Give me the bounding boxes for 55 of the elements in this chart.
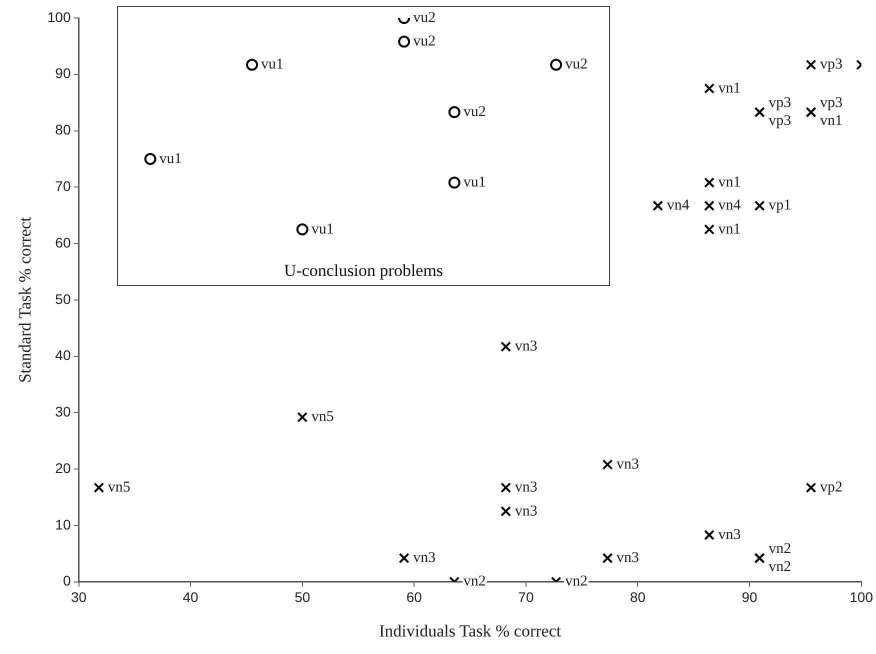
x-tick-label: 80 (630, 589, 646, 606)
annotation: vn3 (718, 526, 741, 543)
x-tick-label: 90 (742, 589, 758, 606)
y-tick-label: 70 (55, 178, 71, 194)
annotation: vu2 (413, 34, 436, 50)
annotation: vu1 (159, 150, 182, 167)
y-tick-label: 60 (55, 234, 71, 250)
annotation: vn3 (413, 550, 436, 566)
annotation: vn4 (666, 198, 690, 214)
y-tick-label: 100 (47, 8, 71, 25)
annotation: vp3 (820, 56, 843, 73)
x-tick-label: 70 (518, 589, 534, 606)
annotation: U-conclusion problems (282, 261, 444, 281)
annotation: vn5 (311, 409, 334, 426)
x-tick-label: 100 (850, 589, 874, 606)
y-tick-label: 50 (55, 290, 71, 307)
annotation: vp3 (820, 95, 843, 112)
annotation: vp3 (768, 113, 792, 130)
y-tick-label: 0 (62, 572, 71, 589)
x-tick-label: 50 (294, 589, 310, 606)
annotation: vn3 (514, 503, 538, 520)
annotation: vn3 (616, 550, 640, 566)
y-tick-label: 10 (55, 516, 71, 532)
annotation: vn1 (820, 113, 843, 130)
x-tick-label: 30 (70, 589, 87, 606)
annotation: vu1 (311, 221, 334, 238)
annotation: vp2 (820, 480, 843, 496)
annotation: vu2 (565, 56, 588, 73)
y-tick-label: 80 (55, 122, 71, 138)
y-tick-label: 30 (55, 404, 71, 420)
annotation: vn5 (108, 480, 130, 496)
annotation: vu2 (413, 10, 436, 26)
annotation: vn2 (565, 574, 588, 590)
y-tick-label: 20 (55, 460, 71, 476)
annotation: vp1 (768, 198, 792, 214)
annotation: vn3 (514, 338, 538, 355)
annotation: vn2 (768, 541, 792, 558)
annotation: vn3 (514, 480, 538, 496)
x-tick-label: 60 (406, 589, 422, 606)
annotation: vn2 (463, 574, 486, 590)
y-tick-label: 90 (55, 65, 71, 82)
y-tick-label: 40 (55, 347, 71, 364)
annotation: vn1 (718, 221, 741, 238)
x-axis-title: Individuals Task % correct (378, 621, 562, 640)
annotation: vn2 (768, 559, 792, 576)
annotation: vu1 (261, 56, 284, 73)
y-axis-title: Standard Task % correct (16, 216, 35, 383)
annotation: vu2 (463, 104, 486, 120)
annotation: vn3 (616, 456, 640, 472)
annotation: vn1 (718, 80, 741, 96)
x-tick-label: 40 (182, 589, 199, 606)
annotation: vn1 (718, 174, 741, 191)
annotation: vp3 (768, 95, 792, 112)
annotation: vn4 (718, 198, 742, 214)
annotation: vu1 (463, 174, 486, 191)
